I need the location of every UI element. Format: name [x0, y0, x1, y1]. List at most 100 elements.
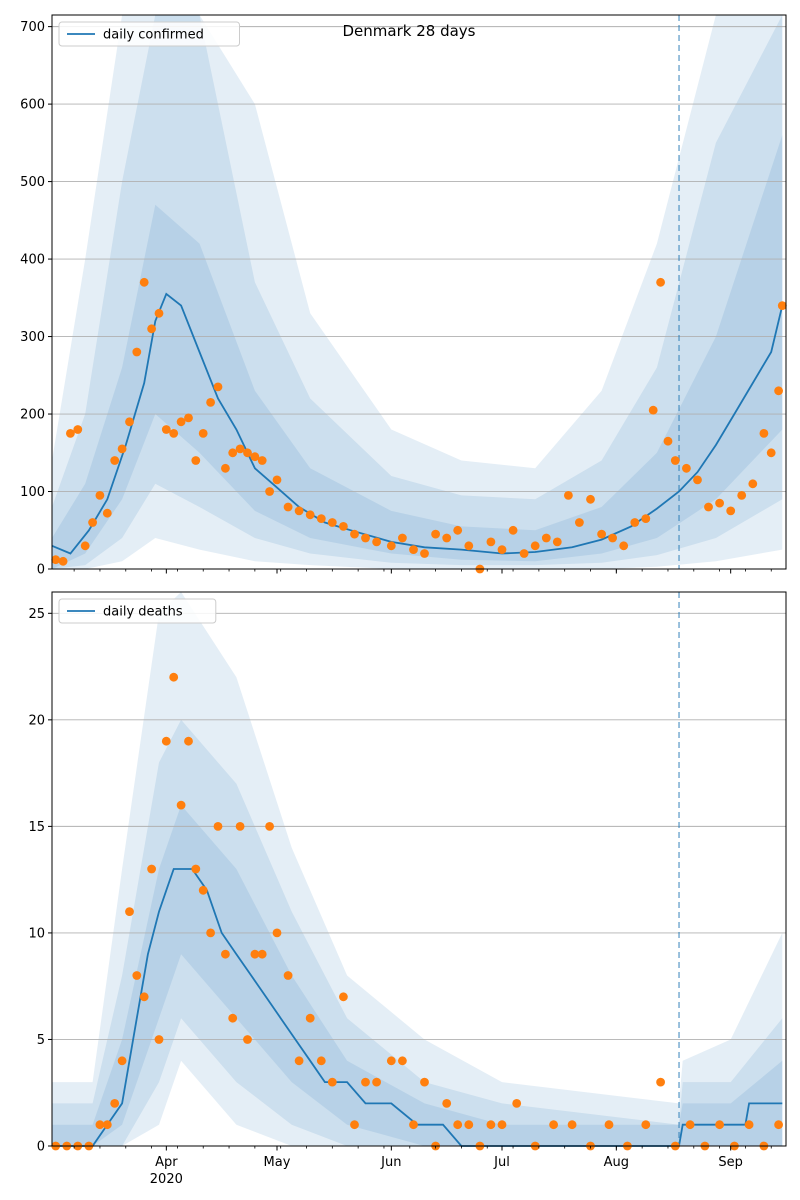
observed-point	[176, 800, 186, 810]
observed-point	[213, 822, 223, 831]
observed-point	[154, 1035, 164, 1044]
observed-point	[257, 456, 267, 465]
observed-point	[221, 463, 230, 473]
observed-point	[420, 1077, 429, 1087]
observed-point	[80, 541, 90, 551]
observed-point	[184, 736, 193, 746]
observed-point	[154, 308, 164, 318]
observed-point	[139, 277, 149, 287]
observed-point	[117, 1056, 127, 1066]
confirmed-y-axis: 0 100 200 300 400 500 600 700	[20, 20, 52, 578]
observed-point	[350, 529, 359, 539]
legend-label: daily confirmed	[103, 28, 204, 43]
y-tick-label: 25	[28, 607, 45, 622]
x-tick-label: Jun	[380, 1155, 401, 1170]
observed-point	[58, 556, 68, 566]
observed-point	[685, 1120, 695, 1130]
observed-point	[766, 448, 776, 458]
observed-point	[250, 949, 260, 959]
legend-box	[58, 21, 240, 47]
observed-point	[777, 301, 787, 310]
observed-point	[486, 537, 496, 547]
observed-point	[95, 1120, 105, 1130]
observed-point	[656, 277, 665, 287]
observed-point	[198, 429, 208, 438]
uncertainty-band	[52, 592, 783, 1146]
observed-point	[386, 541, 396, 551]
observed-point	[169, 429, 179, 438]
observed-point	[744, 1120, 754, 1130]
confirmed-axes-frame	[51, 14, 787, 570]
observed-point	[663, 436, 673, 446]
observed-point	[774, 386, 783, 396]
observed-point	[221, 949, 230, 959]
observed-point	[169, 672, 179, 682]
observed-point	[453, 1120, 463, 1130]
observed-point	[110, 456, 120, 465]
observed-point	[272, 475, 282, 485]
chart-title: Denmark 28 days	[343, 22, 476, 40]
observed-point	[508, 525, 518, 535]
observed-point	[198, 885, 208, 895]
observed-point	[305, 1013, 315, 1023]
observed-point	[552, 537, 562, 547]
uncertainty-band	[52, 805, 783, 1146]
observed-point	[608, 533, 617, 543]
observed-point	[372, 537, 381, 547]
observed-point	[339, 522, 348, 531]
x-tick-label: Sep	[718, 1155, 743, 1170]
observed-point	[497, 1120, 507, 1130]
observed-point	[316, 514, 326, 523]
observed-point	[191, 864, 201, 874]
observed-point	[147, 324, 157, 334]
observed-point	[243, 1035, 252, 1044]
legend-box	[58, 598, 217, 624]
observed-point	[497, 545, 507, 554]
y-tick-label: 400	[20, 253, 45, 268]
observed-point	[305, 510, 315, 520]
observed-point	[656, 1077, 665, 1087]
observed-point	[184, 413, 193, 423]
confirmed-legend: daily confirmed	[58, 21, 240, 47]
observed-point	[95, 491, 105, 500]
uncertainty-band	[52, 135, 783, 569]
observed-point	[442, 533, 452, 543]
observed-point	[213, 382, 223, 392]
x-tick-sublabel: 2020	[150, 1172, 183, 1187]
observed-point	[125, 907, 134, 916]
deaths-panel: 0 5 10 15 20 25 Apr 2020 May Jun Jul Aug Sep daily …	[28, 591, 787, 1187]
observed-point	[670, 456, 680, 465]
observed-point	[604, 1120, 614, 1130]
deaths-x-axis: Apr 2020 May Jun Jul Aug Sep	[73, 1146, 772, 1187]
observed-point	[464, 1120, 474, 1130]
y-tick-label: 700	[20, 20, 45, 35]
observed-point	[243, 448, 252, 458]
observed-point	[125, 417, 134, 427]
observed-point	[442, 1099, 452, 1108]
observed-point	[235, 444, 245, 454]
legend-label: daily deaths	[103, 605, 183, 620]
observed-point	[228, 448, 238, 458]
y-tick-label: 0	[37, 563, 45, 578]
observed-point	[641, 1120, 651, 1130]
observed-point	[575, 518, 584, 527]
x-tick-label: May	[264, 1155, 291, 1170]
deaths-axes-frame	[51, 591, 787, 1147]
y-tick-label: 500	[20, 175, 45, 190]
observed-point	[386, 1056, 396, 1066]
observed-point	[597, 529, 606, 539]
y-tick-label: 20	[28, 713, 45, 728]
observed-point	[88, 518, 97, 527]
observed-point	[549, 1120, 558, 1130]
confirmed-uncertainty-bands	[52, 15, 783, 569]
observed-point	[250, 452, 260, 462]
observed-point	[110, 1099, 120, 1108]
x-tick-label: Apr	[155, 1155, 178, 1170]
observed-point	[66, 429, 75, 438]
confirmed-gridlines	[52, 26, 786, 492]
observed-point	[316, 1056, 326, 1066]
observed-point	[693, 475, 702, 485]
observed-point	[586, 494, 595, 504]
y-tick-label: 15	[28, 820, 45, 835]
